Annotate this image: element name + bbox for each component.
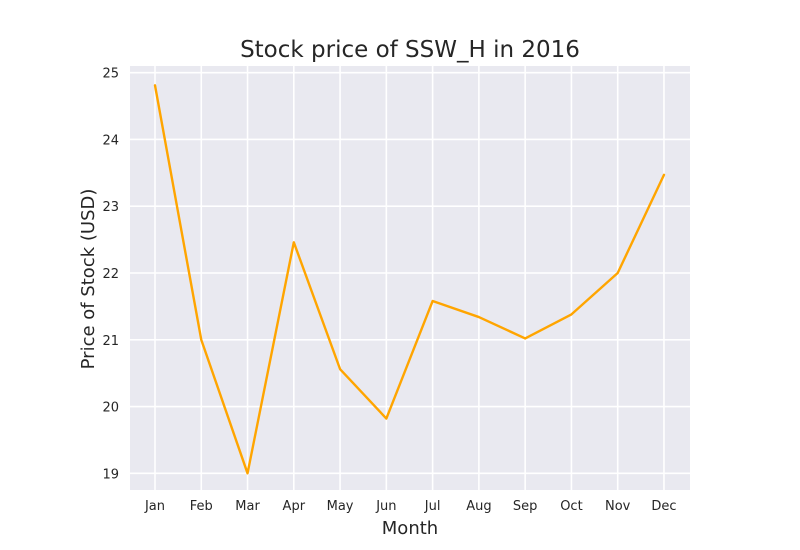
y-axis-ticks: 19 20 21 22 23 24 25	[102, 67, 119, 483]
y-tick-label: 20	[102, 401, 119, 416]
x-tick-label: Sep	[513, 499, 538, 514]
x-tick-label: Aug	[466, 499, 491, 514]
x-axis-label: Month	[382, 518, 438, 539]
x-tick-label: Mar	[235, 499, 260, 514]
x-tick-label: Nov	[605, 499, 631, 514]
x-axis-ticks: Jan Feb Mar Apr May Jun Jul Aug Sep Oct Nov Dec	[144, 499, 677, 514]
y-tick-label: 19	[102, 467, 119, 482]
series-layer	[153, 84, 666, 475]
chart-title: Stock price of SSW_H in 2016	[240, 37, 580, 63]
x-tick-label: Jun	[375, 499, 396, 514]
x-tick-label: Dec	[651, 499, 676, 514]
x-tick-label: Oct	[560, 499, 582, 514]
grid-lines	[130, 66, 690, 490]
x-tick-label: May	[327, 499, 354, 514]
y-tick-label: 21	[102, 334, 119, 349]
y-tick-label: 24	[102, 133, 119, 148]
y-axis-label: Price of Stock (USD)	[78, 189, 99, 370]
series-line	[153, 84, 666, 475]
x-tick-label: Jan	[144, 499, 165, 514]
y-tick-label: 23	[102, 200, 119, 215]
x-tick-label: Feb	[190, 499, 213, 514]
x-tick-label: Apr	[283, 499, 306, 514]
y-tick-label: 22	[102, 267, 119, 282]
x-tick-label: Jul	[424, 499, 441, 514]
plot-area	[130, 66, 690, 490]
y-tick-label: 25	[102, 67, 119, 82]
